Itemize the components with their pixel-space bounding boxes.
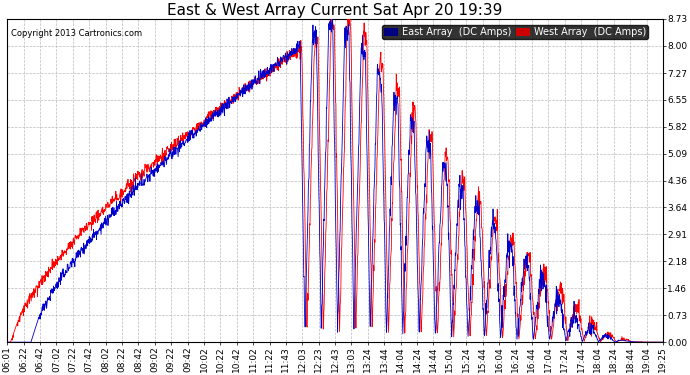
Text: Copyright 2013 Cartronics.com: Copyright 2013 Cartronics.com <box>10 28 141 38</box>
Title: East & West Array Current Sat Apr 20 19:39: East & West Array Current Sat Apr 20 19:… <box>168 3 503 18</box>
Legend: East Array  (DC Amps), West Array  (DC Amps): East Array (DC Amps), West Array (DC Amp… <box>382 26 648 39</box>
